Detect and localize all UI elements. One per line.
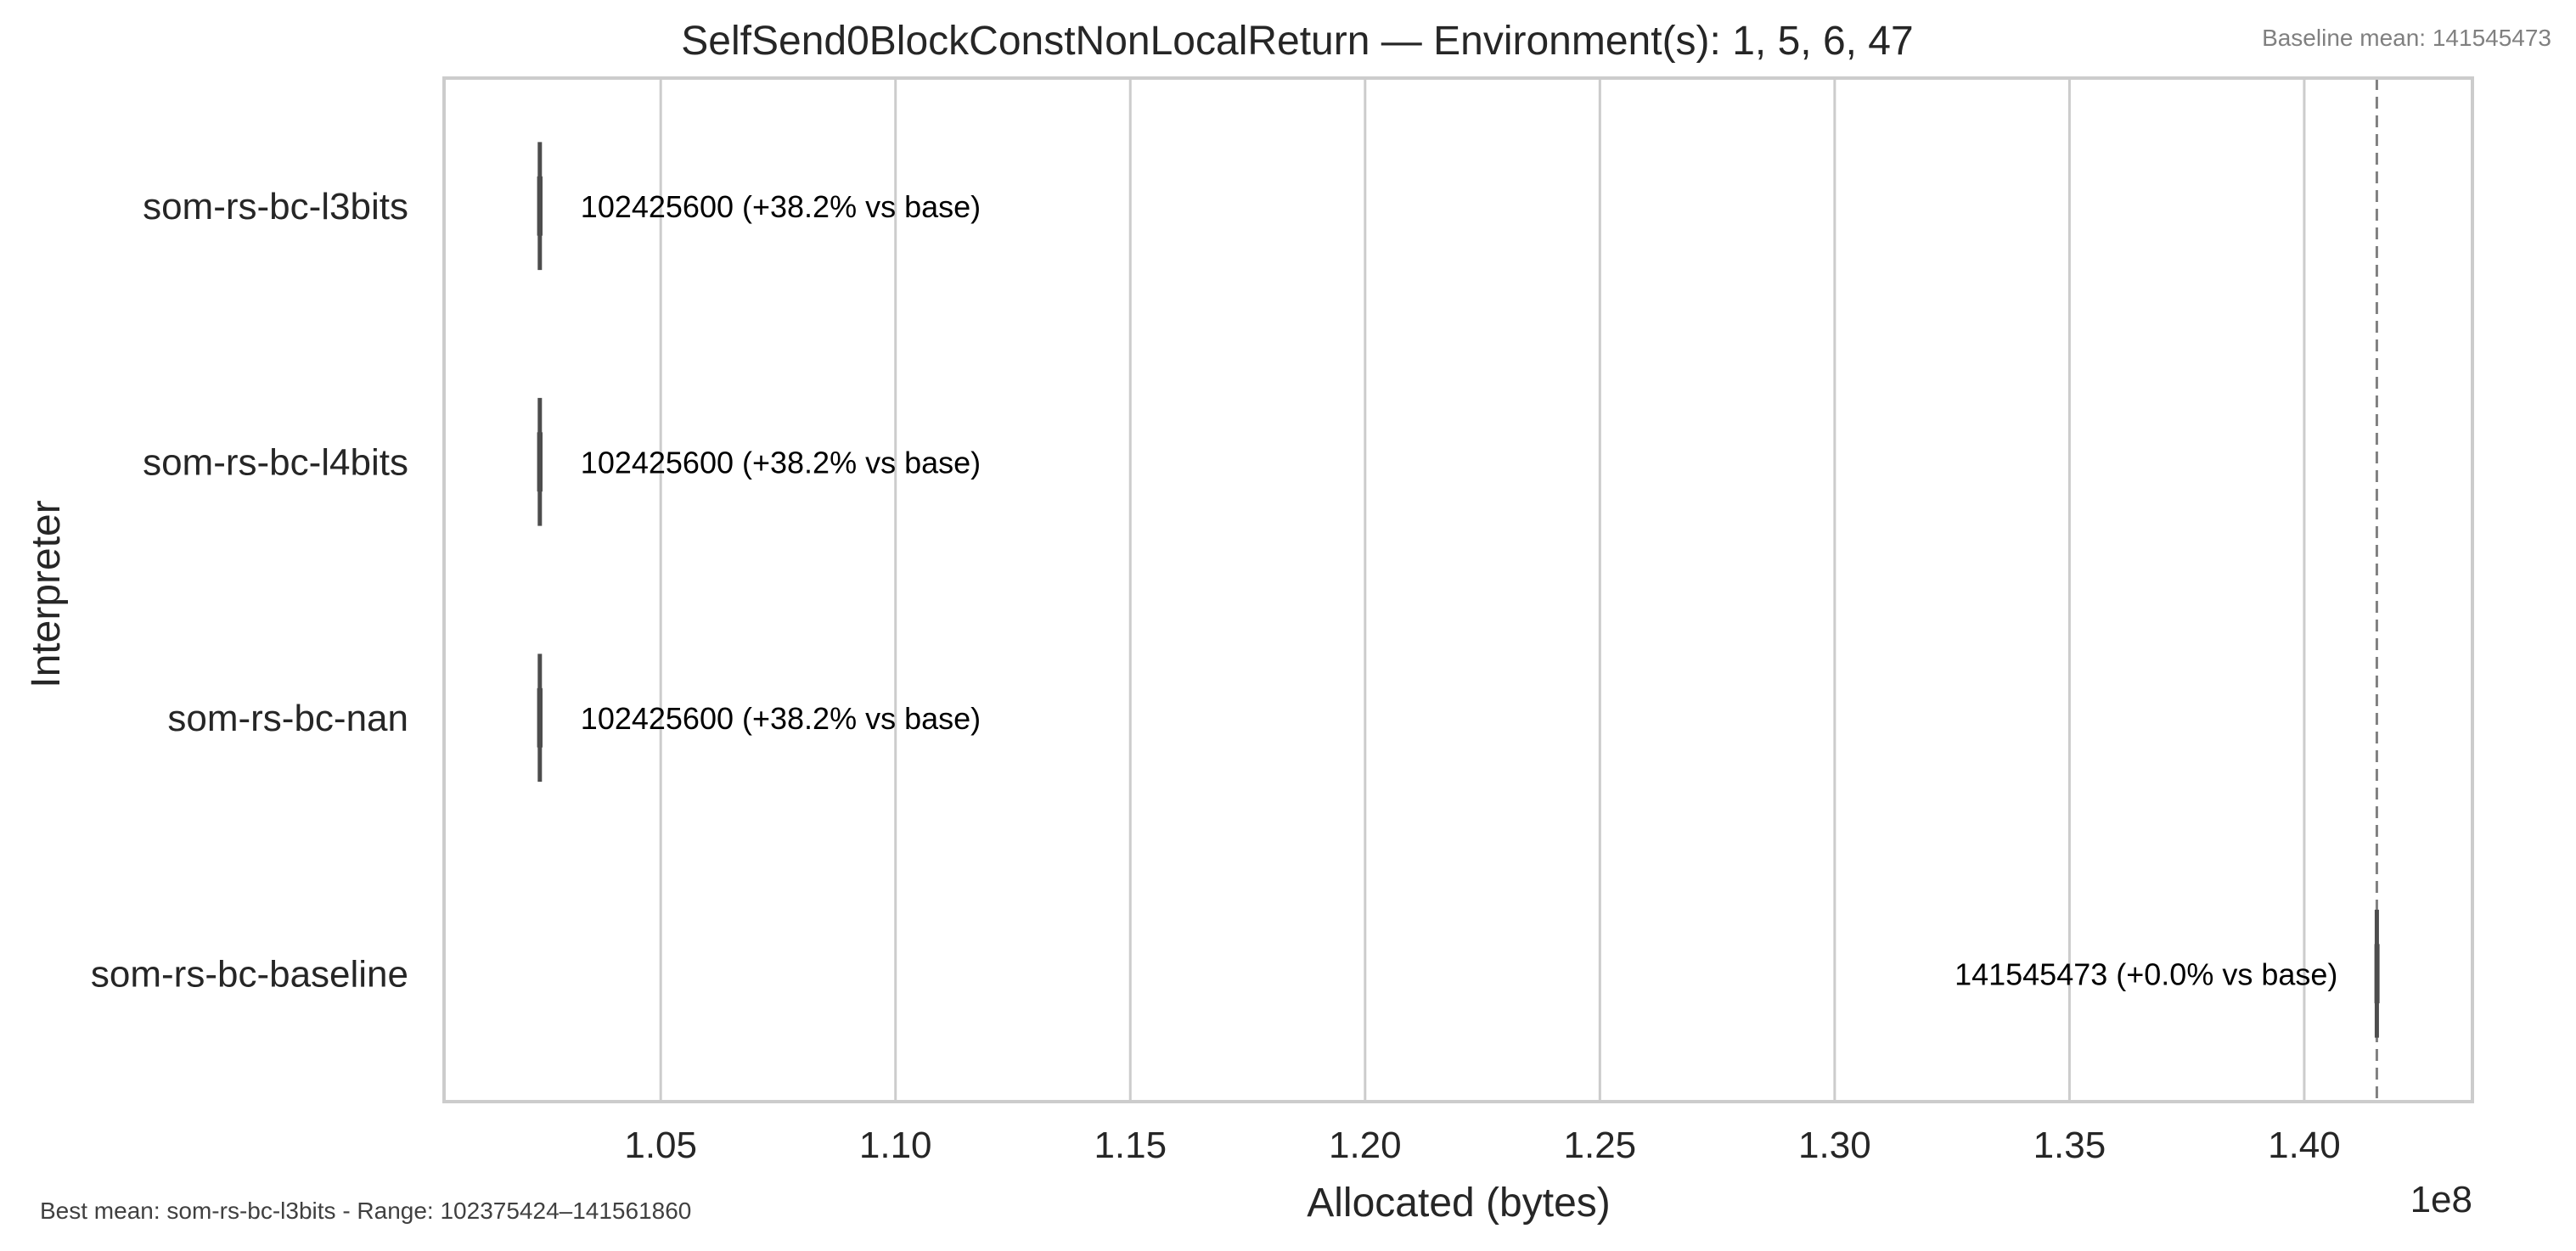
x-offset-label: 1e8 (2410, 1179, 2472, 1220)
x-tick-label: 1.30 (1798, 1125, 1871, 1166)
x-tick-label: 1.15 (1094, 1125, 1167, 1166)
plot-frame (442, 76, 2474, 1103)
data-label: 102425600 (+38.2% vs base) (581, 445, 981, 480)
x-tick-label: 1.10 (859, 1125, 932, 1166)
box-plot (537, 654, 543, 783)
footer-note: Best mean: som-rs-bc-l3bits - Range: 102… (40, 1198, 691, 1224)
x-tick-label: 1.35 (2033, 1125, 2106, 1166)
y-tick-layer: som-rs-bc-l3bits som-rs-bc-l4bits som-rs-b… (91, 186, 408, 996)
box-layer (537, 142, 2380, 1038)
y-category-label: som-rs-bc-baseline (91, 953, 408, 995)
chart-title: SelfSend0BlockConstNonLocalReturn — Envi… (681, 19, 1913, 64)
x-tick-label: 1.20 (1329, 1125, 1402, 1166)
y-category-label: som-rs-bc-nan (167, 698, 408, 739)
x-tick-label: 1.05 (624, 1125, 697, 1166)
data-label-layer: 102425600 (+38.2% vs base) 102425600 (+38… (581, 189, 2338, 992)
x-axis-title: Allocated (bytes) (1307, 1181, 1611, 1226)
data-label: 102425600 (+38.2% vs base) (581, 701, 981, 736)
grid-layer (659, 78, 2306, 1102)
data-label: 102425600 (+38.2% vs base) (581, 189, 981, 224)
data-label: 141545473 (+0.0% vs base) (1954, 956, 2337, 991)
baseline-note: Baseline mean: 141545473 (2262, 25, 2551, 51)
box-plot (537, 142, 543, 271)
y-axis-title: Interpreter (24, 500, 69, 687)
box-plot (2374, 909, 2380, 1038)
y-category-label: som-rs-bc-l3bits (143, 186, 408, 227)
y-category-label: som-rs-bc-l4bits (143, 441, 408, 483)
x-tick-label: 1.40 (2268, 1125, 2341, 1166)
x-tick-layer: 1.05 1.10 1.15 1.20 1.25 1.30 1.35 1.40 (624, 1125, 2340, 1166)
box-plot (537, 397, 543, 526)
x-tick-label: 1.25 (1564, 1125, 1637, 1166)
